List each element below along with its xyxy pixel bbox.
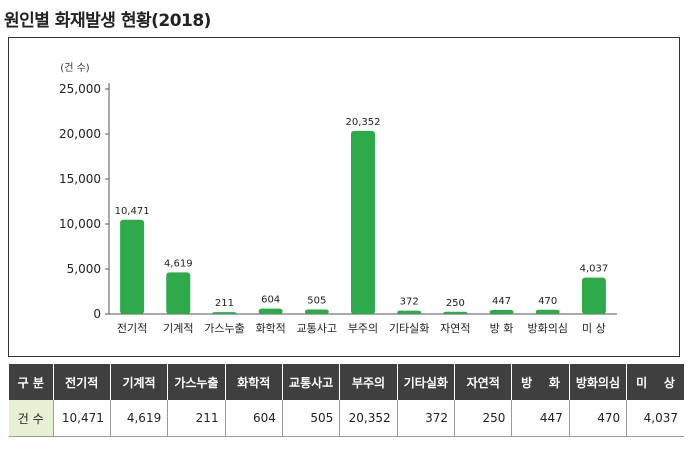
bar (258, 308, 283, 314)
table-cell: 250 (454, 400, 512, 437)
table-cell: 372 (396, 400, 455, 437)
table-column-header: 자연적 (454, 364, 512, 400)
y-tick-label: 10,000 (59, 217, 101, 231)
x-tick-label: 미 상 (582, 322, 606, 335)
bar (535, 309, 560, 314)
bar-chart: (건 수) 0 5,000 10,000 15,000 20,000 25,000 10,47… (59, 62, 617, 335)
table-column-header: 가스누출 (167, 364, 226, 400)
table-column-header: 기계적 (109, 364, 168, 400)
bar (166, 272, 191, 314)
data-table: 구 분 전기적 기계적 가스누출 화학적 교통사고 부주의 기타실화 자연적 방 화 방화의심 미 … (9, 364, 684, 437)
table-cell: 4,037 (626, 400, 684, 437)
table-header-row: 구 분 전기적 기계적 가스누출 화학적 교통사고 부주의 기타실화 자연적 방 화 방화의심 미 … (9, 364, 684, 400)
y-tick-label: 5,000 (67, 262, 101, 276)
table-row-label: 건 수 (9, 400, 53, 437)
x-tick-label: 화학적 (255, 322, 285, 335)
bar (443, 311, 468, 314)
data-label: 372 (400, 297, 419, 308)
table-cell: 4,619 (109, 400, 168, 437)
data-label: 20,352 (346, 117, 381, 128)
table-header-label: 구 분 (9, 364, 53, 400)
x-tick-label: 전기적 (117, 322, 147, 335)
data-label: 604 (261, 295, 280, 306)
x-tick-label: 방화의심 (527, 322, 567, 335)
chart-panel: (건 수) 0 5,000 10,000 15,000 20,000 25,000 10,47… (8, 37, 680, 357)
bar (581, 277, 606, 314)
data-label: 4,037 (580, 264, 609, 275)
table-cell: 447 (511, 400, 570, 437)
table-column-header: 부주의 (339, 364, 398, 400)
data-label: 470 (538, 296, 557, 307)
y-tick-label: 0 (93, 307, 101, 321)
table-cell: 10,471 (52, 400, 111, 437)
table-cell: 505 (281, 400, 340, 437)
table-column-header: 방 화 (511, 364, 570, 400)
y-tick-label: 25,000 (59, 82, 101, 96)
x-tick-label: 자연적 (440, 322, 470, 335)
x-tick-label: 방 화 (490, 322, 514, 335)
table-row: 건 수 10,471 4,619 211 604 505 20,352 372 250 447 4… (9, 400, 684, 437)
x-tick-label: 교통사고 (297, 322, 337, 335)
x-tick-label: 가스누출 (204, 322, 244, 335)
table-column-header: 전기적 (52, 364, 111, 400)
table-column-header: 미 상 (626, 364, 684, 400)
x-tick-label: 기타실화 (389, 322, 429, 335)
bar (397, 310, 422, 314)
y-unit-label: (건 수) (60, 62, 89, 74)
data-label: 4,619 (164, 258, 193, 269)
bar (304, 309, 329, 314)
table-column-header: 기타실화 (396, 364, 455, 400)
x-tick-label: 기계적 (163, 322, 193, 335)
data-label: 505 (307, 295, 326, 306)
table-cell: 604 (224, 400, 283, 437)
y-tick-label: 15,000 (59, 172, 101, 186)
table-column-header: 교통사고 (281, 364, 340, 400)
table-column-header: 화학적 (224, 364, 283, 400)
table-cell: 211 (167, 400, 226, 437)
bar (120, 219, 145, 314)
table-column-header: 방화의심 (568, 364, 627, 400)
data-label: 250 (446, 298, 465, 309)
table-cell: 20,352 (339, 400, 398, 437)
bar (212, 312, 237, 314)
table-cell: 470 (568, 400, 627, 437)
bar (489, 309, 514, 314)
data-label: 10,471 (115, 206, 150, 217)
page-title: 원인별 화재발생 현황(2018) (4, 11, 211, 31)
data-label: 447 (492, 296, 511, 307)
data-label: 211 (215, 298, 234, 309)
bar (351, 130, 375, 314)
x-tick-label: 부주의 (348, 322, 378, 335)
y-tick-label: 20,000 (59, 127, 101, 141)
